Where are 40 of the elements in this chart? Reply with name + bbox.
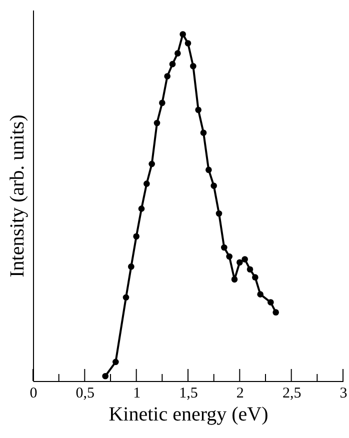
point xyxy=(133,233,140,240)
point xyxy=(231,276,238,283)
point xyxy=(257,291,264,298)
point xyxy=(180,31,186,38)
point xyxy=(221,244,228,251)
point xyxy=(200,130,207,136)
point xyxy=(236,259,243,266)
x-tick-label: 2 xyxy=(236,386,244,402)
point xyxy=(174,50,181,56)
point xyxy=(164,73,170,80)
point xyxy=(246,266,254,273)
point xyxy=(128,263,134,270)
point xyxy=(216,210,222,217)
x-tick-label: 1,5 xyxy=(179,386,198,402)
point xyxy=(102,372,108,380)
x-tick-label: 1 xyxy=(133,386,141,402)
point xyxy=(226,253,232,260)
point xyxy=(122,294,130,301)
point xyxy=(138,206,145,212)
x-tick-label: 3 xyxy=(340,386,348,402)
point xyxy=(184,40,192,46)
x-tick-label: 0,5 xyxy=(76,386,95,402)
point xyxy=(252,274,258,280)
point xyxy=(210,182,217,189)
x-tick-label: 2,5 xyxy=(282,386,302,402)
x-tick-label: 0 xyxy=(30,386,38,402)
point xyxy=(169,60,176,68)
point xyxy=(272,309,279,316)
point xyxy=(190,63,196,70)
point xyxy=(144,180,150,187)
y-axis-title: Intensity (arb. units) xyxy=(6,114,28,278)
point xyxy=(242,256,248,262)
point xyxy=(206,166,212,173)
point xyxy=(154,120,160,126)
point xyxy=(112,358,119,366)
point xyxy=(268,299,274,306)
point xyxy=(195,106,202,114)
x-axis-title: Kinetic energy (eV) xyxy=(108,404,268,426)
point xyxy=(159,100,166,106)
point xyxy=(148,160,155,168)
